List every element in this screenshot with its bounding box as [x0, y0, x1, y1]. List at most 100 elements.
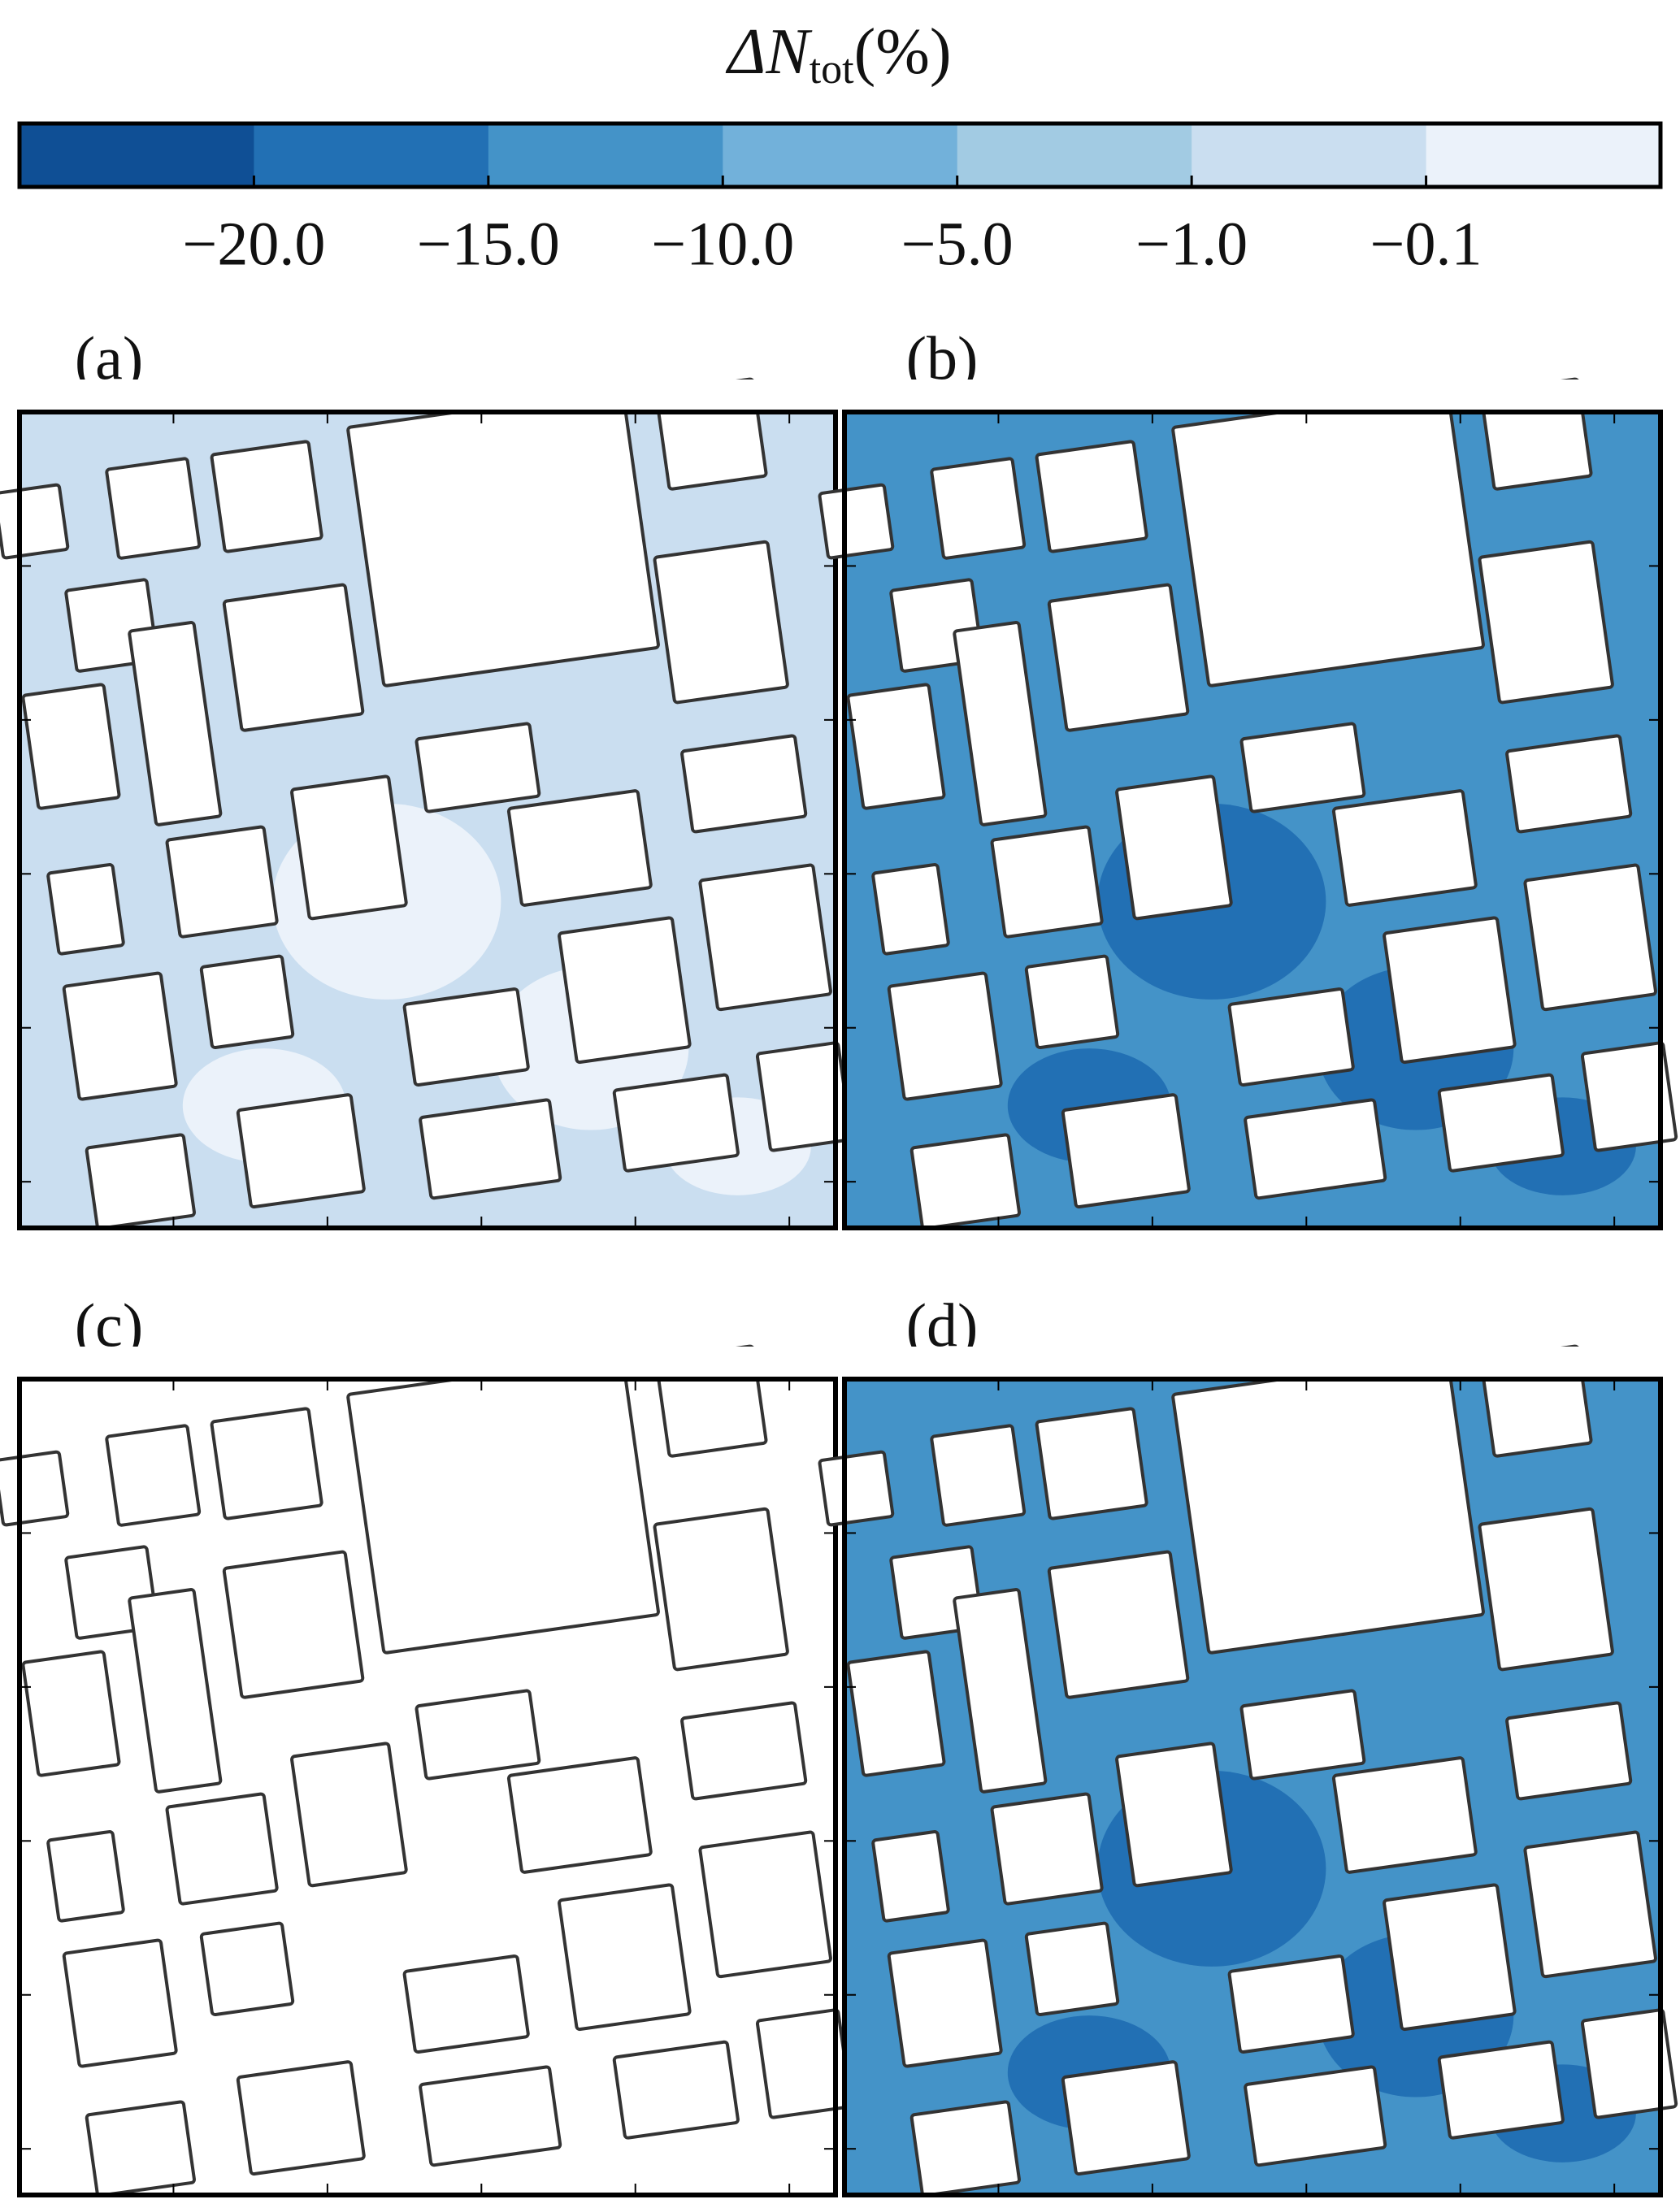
building	[1580, 1041, 1678, 1152]
building	[128, 621, 223, 826]
building	[887, 971, 1003, 1101]
colorbar-segment	[20, 124, 254, 187]
building	[1024, 1921, 1120, 2017]
building	[1227, 1954, 1355, 2054]
building	[236, 2060, 366, 2176]
building	[1383, 916, 1517, 1065]
building	[698, 1830, 832, 1979]
buildings	[0, 1344, 853, 2197]
building	[1171, 1355, 1485, 1655]
colorbar-label-subscript: tot	[810, 46, 854, 93]
building	[871, 1830, 950, 1923]
building	[0, 1450, 70, 1527]
building	[419, 1098, 562, 1200]
building	[290, 1742, 408, 1888]
building	[1505, 1701, 1633, 1801]
building	[1061, 1093, 1191, 1209]
colorbar-tick-label: −1.0	[1135, 210, 1248, 278]
building	[1331, 1756, 1478, 1874]
building	[62, 1938, 178, 2068]
building	[1171, 388, 1485, 688]
building	[1478, 540, 1614, 705]
building	[871, 863, 950, 956]
building	[222, 1550, 365, 1699]
building	[415, 722, 541, 813]
colorbar-tick-label: −15.0	[417, 210, 560, 278]
building	[990, 825, 1104, 939]
building	[990, 1792, 1104, 1906]
building	[236, 1093, 366, 1209]
colorbar-tick-label: −10.0	[651, 210, 794, 278]
building	[1478, 1507, 1614, 1672]
building	[46, 863, 125, 956]
building	[199, 954, 295, 1050]
panel-cover-top	[835, 1347, 1670, 1377]
building	[818, 1450, 895, 1527]
building	[1047, 1550, 1190, 1699]
colorbar-segment	[488, 124, 723, 187]
building	[909, 1133, 1021, 1230]
colorbar-segment	[254, 124, 489, 187]
building	[1239, 1689, 1366, 1781]
building	[128, 1588, 223, 1794]
building	[1331, 789, 1478, 907]
building	[1523, 1830, 1657, 1979]
colorbar-tick-label: −20.0	[182, 210, 325, 278]
panel-frame	[17, 1377, 838, 2197]
colorbar-segment	[1426, 124, 1661, 187]
building	[887, 1938, 1003, 2068]
building	[680, 1701, 808, 1801]
building	[402, 1954, 530, 2054]
building	[1047, 583, 1190, 732]
building	[346, 388, 660, 688]
building	[558, 1883, 692, 2032]
colorbar-label-unit: (%)	[854, 16, 952, 88]
building	[612, 1073, 740, 1173]
building	[85, 1133, 196, 1230]
building	[21, 683, 121, 810]
building	[680, 734, 808, 834]
building	[1061, 2060, 1191, 2176]
building	[1244, 2065, 1387, 2167]
building	[930, 1424, 1027, 1527]
building	[0, 483, 70, 560]
building	[85, 2100, 196, 2197]
building	[846, 683, 946, 810]
colorbar-segment	[957, 124, 1192, 187]
building	[930, 457, 1027, 560]
building	[1383, 1883, 1517, 2032]
building	[290, 774, 408, 921]
building	[419, 2065, 562, 2167]
building	[1035, 440, 1148, 553]
building	[953, 1588, 1048, 1794]
building	[1227, 987, 1355, 1087]
building	[105, 1424, 202, 1527]
building	[199, 1921, 295, 2017]
panel-cover-top	[10, 380, 845, 410]
building	[1035, 1407, 1148, 1520]
building	[1437, 2040, 1565, 2140]
building	[21, 1650, 121, 1777]
building	[612, 2040, 740, 2140]
colorbar-segment	[723, 124, 958, 187]
building	[846, 1650, 946, 1777]
building	[165, 1792, 279, 1906]
buildings	[818, 377, 1678, 1230]
building	[346, 1355, 660, 1655]
building	[1437, 1073, 1565, 1173]
colorbar-tick-label: −0.1	[1370, 210, 1482, 278]
building	[1024, 954, 1120, 1050]
colorbar-tick-label: −5.0	[901, 210, 1014, 278]
building	[953, 621, 1048, 826]
building	[210, 1407, 323, 1520]
colorbar-segment	[1192, 124, 1427, 187]
building	[558, 916, 692, 1065]
building	[653, 1507, 789, 1672]
building	[1115, 1742, 1233, 1888]
building	[1244, 1098, 1387, 1200]
building	[1239, 722, 1366, 813]
colorbar-frame	[17, 121, 1663, 189]
buildings	[0, 377, 853, 1230]
building	[222, 583, 365, 732]
